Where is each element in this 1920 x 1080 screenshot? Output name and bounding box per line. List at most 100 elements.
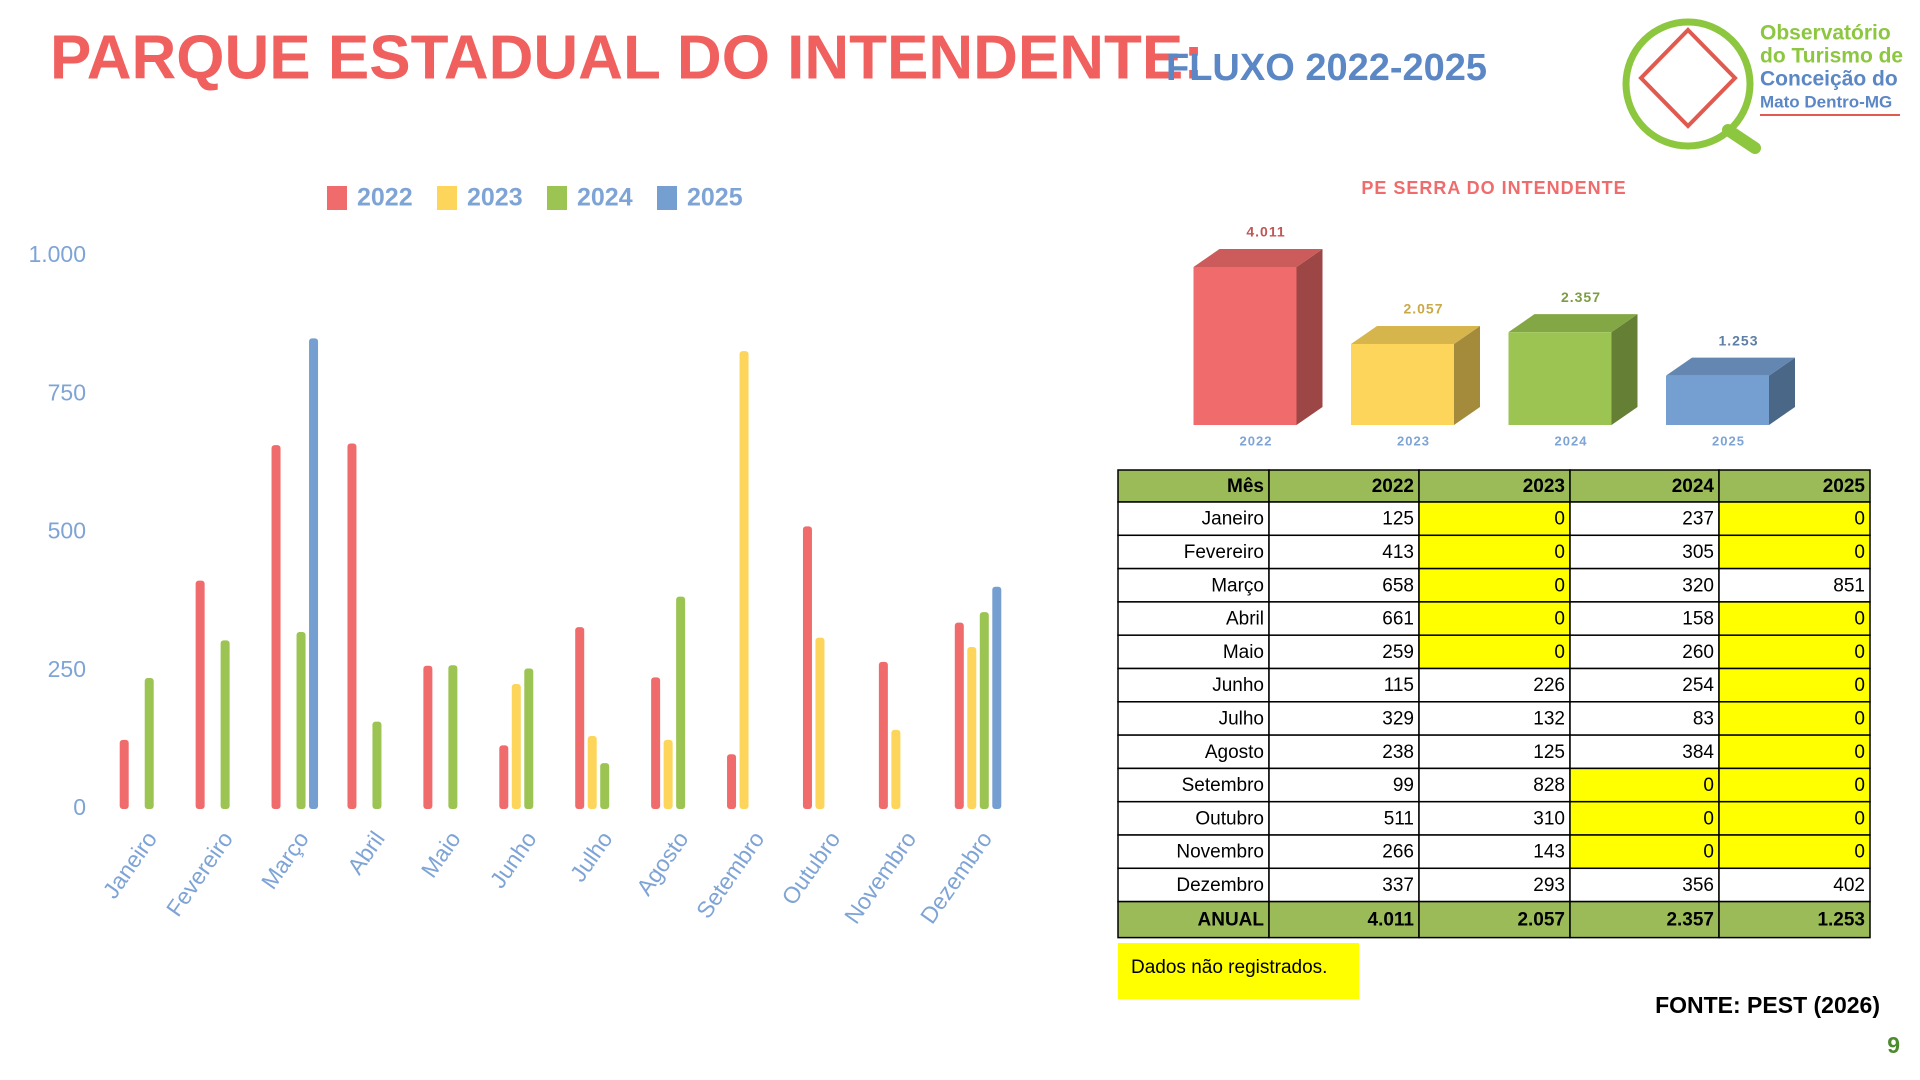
- table-text: 237: [1682, 509, 1714, 530]
- bar: [815, 637, 825, 809]
- table-text: Janeiro: [1202, 509, 1264, 530]
- bar: [372, 721, 382, 809]
- table-text: Agosto: [1205, 742, 1264, 763]
- table-cell: [1569, 767, 1720, 803]
- bar: [727, 754, 737, 809]
- y-tick-label: 0: [73, 794, 86, 820]
- value-label: 1.253: [1718, 332, 1758, 348]
- bar-top: [1508, 314, 1638, 333]
- table-text: 0: [1854, 609, 1865, 630]
- bar: [1508, 332, 1612, 425]
- table-cell: [1117, 701, 1270, 736]
- table-text: 828: [1533, 775, 1565, 796]
- table-text: 83: [1693, 708, 1714, 729]
- table-cell: [1418, 469, 1571, 503]
- bar: [575, 627, 585, 809]
- table-text: 2.357: [1666, 910, 1714, 931]
- table-cell: [1117, 867, 1270, 903]
- bar: [423, 665, 433, 809]
- table-text: 115: [1384, 675, 1414, 696]
- table-text: Setembro: [1182, 775, 1264, 796]
- table-text: ANUAL: [1198, 910, 1265, 931]
- y-tick-label: 750: [48, 379, 86, 405]
- x-tick-label: Março: [256, 826, 314, 893]
- table-text: 1.253: [1817, 910, 1865, 931]
- table-text: 0: [1703, 808, 1714, 829]
- table-text: 320: [1682, 575, 1714, 596]
- table-cell: [1718, 667, 1871, 703]
- table-cell: [1418, 501, 1571, 537]
- table-text: 337: [1382, 875, 1414, 896]
- x-tick-label: 2022: [1240, 433, 1273, 448]
- table-cell: [1117, 469, 1270, 503]
- table-cell: [1718, 867, 1871, 903]
- table-text: 0: [1854, 509, 1865, 530]
- table-text: 125: [1382, 509, 1414, 530]
- table-cell: [1718, 701, 1871, 736]
- bar: [663, 739, 673, 809]
- table-cell: [1569, 567, 1720, 603]
- bar-side: [1769, 357, 1795, 425]
- table-text: 266: [1382, 842, 1414, 863]
- table-cell: [1569, 634, 1720, 670]
- bar: [119, 739, 129, 809]
- bar: [878, 661, 888, 809]
- bar: [739, 351, 749, 809]
- table-cell: [1117, 567, 1270, 603]
- table-text: Dezembro: [1176, 875, 1264, 896]
- x-tick-label: Dezembro: [915, 826, 997, 928]
- bar: [967, 646, 977, 809]
- logo-text: Mato Dentro-MG: [1760, 92, 1892, 111]
- bar: [992, 586, 1002, 809]
- legend-swatch: [547, 186, 567, 210]
- table-text: 259: [1382, 642, 1414, 663]
- table-cell: [1268, 534, 1420, 570]
- table-text: 511: [1384, 808, 1414, 829]
- bar: [296, 632, 306, 809]
- table-cell: [1418, 534, 1571, 570]
- table-cell: [1569, 900, 1720, 939]
- logo: Observatório do Turismo de Conceição do …: [1622, 18, 1903, 154]
- x-tick-label: 2024: [1555, 433, 1588, 448]
- x-tick-label: Julho: [565, 826, 618, 886]
- table-text: 0: [1554, 575, 1565, 596]
- bar: [499, 745, 509, 809]
- x-tick-label: Janeiro: [97, 826, 162, 903]
- table-text: 0: [1703, 842, 1714, 863]
- table-text: Abril: [1226, 609, 1264, 630]
- table-cell: [1718, 900, 1871, 939]
- table-text: 125: [1533, 742, 1565, 763]
- value-label: 4.011: [1246, 224, 1285, 240]
- table-cell: [1718, 501, 1871, 537]
- logo-text: Conceição do: [1760, 68, 1898, 91]
- table-text: 851: [1833, 575, 1865, 596]
- bar: [511, 684, 521, 809]
- table-cell: [1117, 900, 1270, 939]
- table-text: 293: [1533, 875, 1565, 896]
- table-cell: [1418, 634, 1571, 670]
- source: FONTE: PEST (2026): [1655, 992, 1880, 1018]
- table-text: 158: [1682, 609, 1714, 630]
- table-cell: [1418, 767, 1571, 803]
- table-cell: [1117, 601, 1270, 636]
- table-cell: [1117, 667, 1270, 703]
- table-cell: [1718, 534, 1871, 570]
- table-text: 310: [1533, 808, 1565, 829]
- table-text: Março: [1211, 575, 1264, 596]
- table-cell: [1117, 634, 1270, 670]
- table-text: 2024: [1672, 476, 1715, 497]
- x-tick-label: Setembro: [691, 826, 769, 923]
- x-tick-label: 2023: [1397, 433, 1430, 448]
- bar: [1351, 343, 1454, 425]
- table-text: 0: [1703, 775, 1714, 796]
- legend-label: 2024: [577, 184, 633, 212]
- bar: [271, 445, 281, 809]
- table-cell: [1569, 800, 1720, 836]
- table-text: 0: [1854, 542, 1865, 563]
- y-tick-label: 1.000: [28, 241, 86, 267]
- table-cell: [1569, 601, 1720, 636]
- table-cell: [1569, 501, 1720, 537]
- bar-top: [1351, 325, 1480, 344]
